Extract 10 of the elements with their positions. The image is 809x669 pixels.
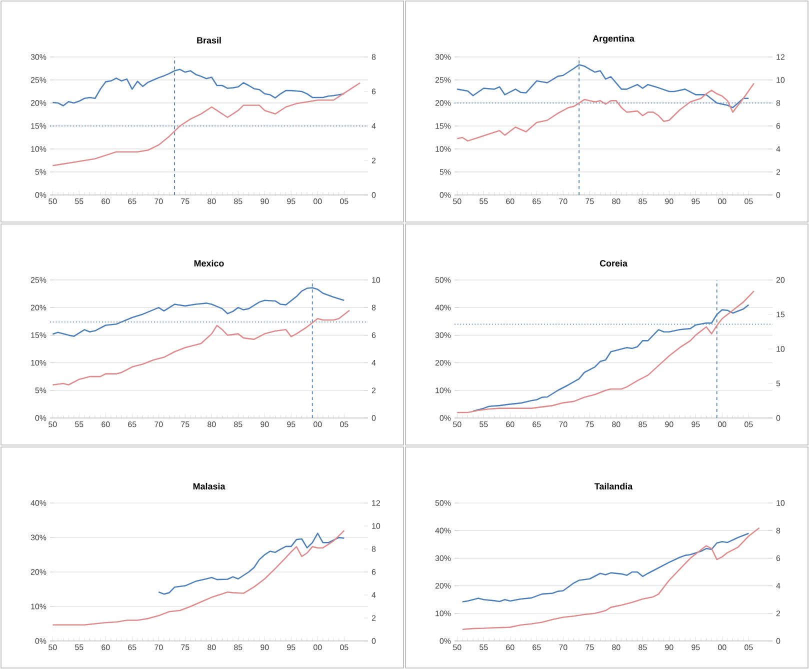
chart-title: Coreia (600, 260, 628, 266)
chart-title: Argentina (592, 35, 634, 44)
line-series (456, 82, 755, 142)
line-series (52, 310, 350, 386)
chart-title: Brasil (197, 36, 221, 44)
chart-title: Mexico (194, 260, 224, 266)
line-series (158, 532, 345, 595)
line-series (462, 527, 760, 630)
chart-title: Malasia (193, 482, 226, 490)
chart-title: Tailandia (594, 482, 633, 490)
